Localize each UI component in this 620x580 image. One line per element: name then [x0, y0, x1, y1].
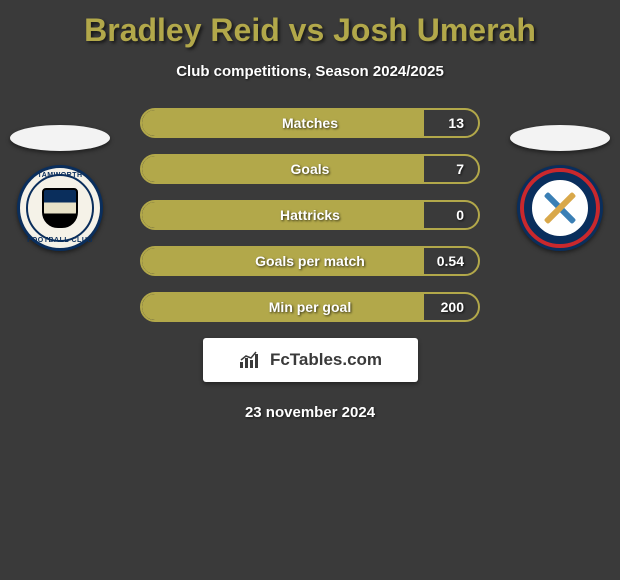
stat-row-min-per-goal: Min per goal 200 — [140, 292, 480, 322]
stat-label: Matches — [142, 110, 478, 136]
stat-row-matches: Matches 13 — [140, 108, 480, 138]
tamworth-text-bottom: FOOTBALL CLUB — [20, 237, 100, 244]
stat-label: Hattricks — [142, 202, 478, 228]
dagenham-cross-icon — [541, 189, 579, 227]
player-left-slot: TAMWORTH FOOTBALL CLUB — [5, 125, 115, 251]
club-badge-dagenham — [517, 165, 603, 251]
stat-label: Goals — [142, 156, 478, 182]
club-badge-tamworth: TAMWORTH FOOTBALL CLUB — [17, 165, 103, 251]
subtitle: Club competitions, Season 2024/2025 — [0, 63, 620, 80]
date-line: 23 november 2024 — [0, 404, 620, 421]
page-title: Bradley Reid vs Josh Umerah — [0, 0, 620, 49]
stat-value: 7 — [456, 156, 464, 182]
player-right-placeholder — [510, 125, 610, 151]
stat-value: 0 — [456, 202, 464, 228]
player-right-slot — [505, 125, 615, 251]
stat-row-goals: Goals 7 — [140, 154, 480, 184]
player-left-placeholder — [10, 125, 110, 151]
stat-value: 13 — [448, 110, 464, 136]
stat-value: 0.54 — [437, 248, 464, 274]
stat-label: Min per goal — [142, 294, 478, 320]
stat-label: Goals per match — [142, 248, 478, 274]
stat-value: 200 — [441, 294, 464, 320]
tamworth-shield-icon — [42, 188, 78, 228]
fctables-text: FcTables.com — [270, 350, 382, 370]
stat-row-goals-per-match: Goals per match 0.54 — [140, 246, 480, 276]
stat-row-hattricks: Hattricks 0 — [140, 200, 480, 230]
bar-chart-icon — [238, 350, 264, 370]
fctables-branding[interactable]: FcTables.com — [203, 338, 418, 382]
